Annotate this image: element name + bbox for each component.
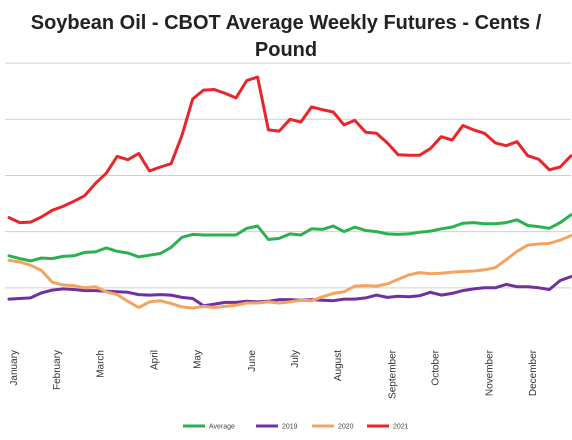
- x-tick-label: January: [9, 350, 20, 386]
- legend-label: 2019: [282, 424, 298, 431]
- x-tick-label: October: [431, 349, 442, 385]
- x-tick-label: September: [387, 349, 398, 399]
- x-tick-label: May: [193, 350, 204, 369]
- gridlines: [5, 62, 571, 289]
- x-axis-tick-labels: January February March April May June July Augu…: [9, 349, 539, 399]
- x-tick-label: July: [290, 350, 301, 368]
- x-tick-label: June: [247, 350, 258, 372]
- x-tick-label: August: [333, 350, 344, 381]
- legend: Average 2019 2020 2021: [183, 424, 409, 431]
- x-tick-label: February: [52, 350, 63, 390]
- series-line-2020: [7, 234, 572, 310]
- series-lines: [7, 75, 572, 310]
- legend-label: Average: [209, 424, 235, 431]
- x-tick-label: November: [485, 349, 496, 396]
- x-tick-label: April: [150, 350, 161, 370]
- x-tick-label: December: [528, 349, 539, 396]
- series-line-average: [7, 213, 572, 263]
- x-tick-label: March: [96, 350, 107, 378]
- chart-title-line-2: Pound: [254, 39, 318, 61]
- legend-label: 2021: [393, 424, 409, 431]
- chart-title: Soybean Oil - CBOT Average Weekly Future…: [0, 10, 572, 64]
- legend-label: 2020: [338, 424, 354, 431]
- series-line-2021: [7, 75, 572, 225]
- chart-title-line-1: Soybean Oil - CBOT Average Weekly Future…: [30, 12, 542, 34]
